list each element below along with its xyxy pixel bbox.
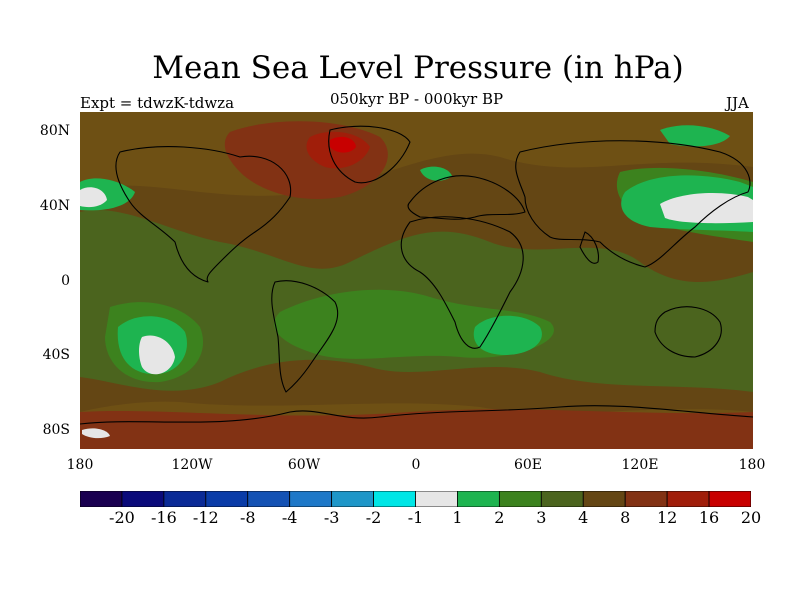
contour-band-m1-1 (139, 335, 175, 375)
y-tick-label: 40S (42, 347, 70, 363)
x-tick-label: 180 (66, 457, 94, 473)
contour-band-8-12 (80, 409, 753, 449)
colorbar-label: -1 (407, 508, 424, 527)
x-tick-label: 60W (287, 457, 321, 473)
colorbar-label: -16 (150, 508, 177, 527)
colorbar-swatch (457, 491, 500, 507)
y-tick-label: 0 (61, 273, 70, 289)
x-tick-label: 120W (171, 457, 213, 473)
x-tick-label: 0 (411, 457, 421, 473)
colorbar-label: -12 (192, 508, 219, 527)
contour-band-m1-1 (660, 192, 753, 224)
season-label: JJA (726, 94, 749, 112)
colorbar-label: -8 (239, 508, 256, 527)
experiment-label: Expt = tdwzK-tdwza (80, 94, 235, 112)
colorbar-swatch (80, 491, 123, 507)
colorbar-label: 20 (740, 508, 762, 527)
colorbar-label: 12 (656, 508, 678, 527)
x-tick-label: 180 (738, 457, 766, 473)
colorbar-swatch (247, 491, 291, 507)
colorbar-label: 4 (578, 508, 589, 527)
colorbar-swatch (540, 491, 584, 507)
colorbar-label: 16 (698, 508, 720, 527)
contour-band-1-2 (660, 125, 730, 147)
colorbar-swatch (331, 491, 374, 507)
colorbar-label: 1 (452, 508, 463, 527)
colorbar-swatch (205, 491, 249, 507)
contour-band-1-2 (473, 315, 542, 355)
coastlines (80, 125, 753, 425)
colorbar-swatch (624, 491, 668, 507)
colorbar-swatch (163, 491, 207, 507)
contour-band-m1-1 (80, 187, 107, 208)
map-title: Mean Sea Level Pressure (in hPa) (152, 50, 684, 86)
colorbar-swatch (121, 491, 165, 507)
y-tick-label: 80N (39, 123, 70, 139)
x-tick-label: 60E (513, 457, 543, 473)
colorbar-label: 3 (536, 508, 547, 527)
x-tick-label: 120E (621, 457, 659, 473)
contour-band-m1-1 (82, 428, 110, 439)
map-subtitle: 050kyr BP - 000kyr BP (330, 90, 504, 108)
colorbar-swatch (415, 491, 458, 507)
colorbar-swatch (498, 491, 542, 507)
colorbar-swatch (289, 491, 333, 507)
colorbar-swatch (666, 491, 710, 507)
colorbar-label: 2 (494, 508, 505, 527)
colorbar-label: -4 (281, 508, 298, 527)
contour-band-1-2 (420, 166, 452, 181)
y-tick-label: 80S (42, 422, 70, 438)
colorbar-swatch (373, 491, 416, 507)
colorbar-label: -20 (109, 508, 135, 527)
colorbar-label: 8 (620, 508, 631, 527)
pressure-anomaly-map (80, 112, 753, 449)
colorbar-swatch (582, 491, 626, 507)
colorbar-label: -2 (365, 508, 382, 527)
colorbar (80, 491, 751, 507)
colorbar-label: -3 (323, 508, 340, 527)
colorbar-swatch (708, 491, 751, 507)
y-tick-label: 40N (39, 198, 70, 214)
contour-band-16-20 (330, 136, 356, 153)
